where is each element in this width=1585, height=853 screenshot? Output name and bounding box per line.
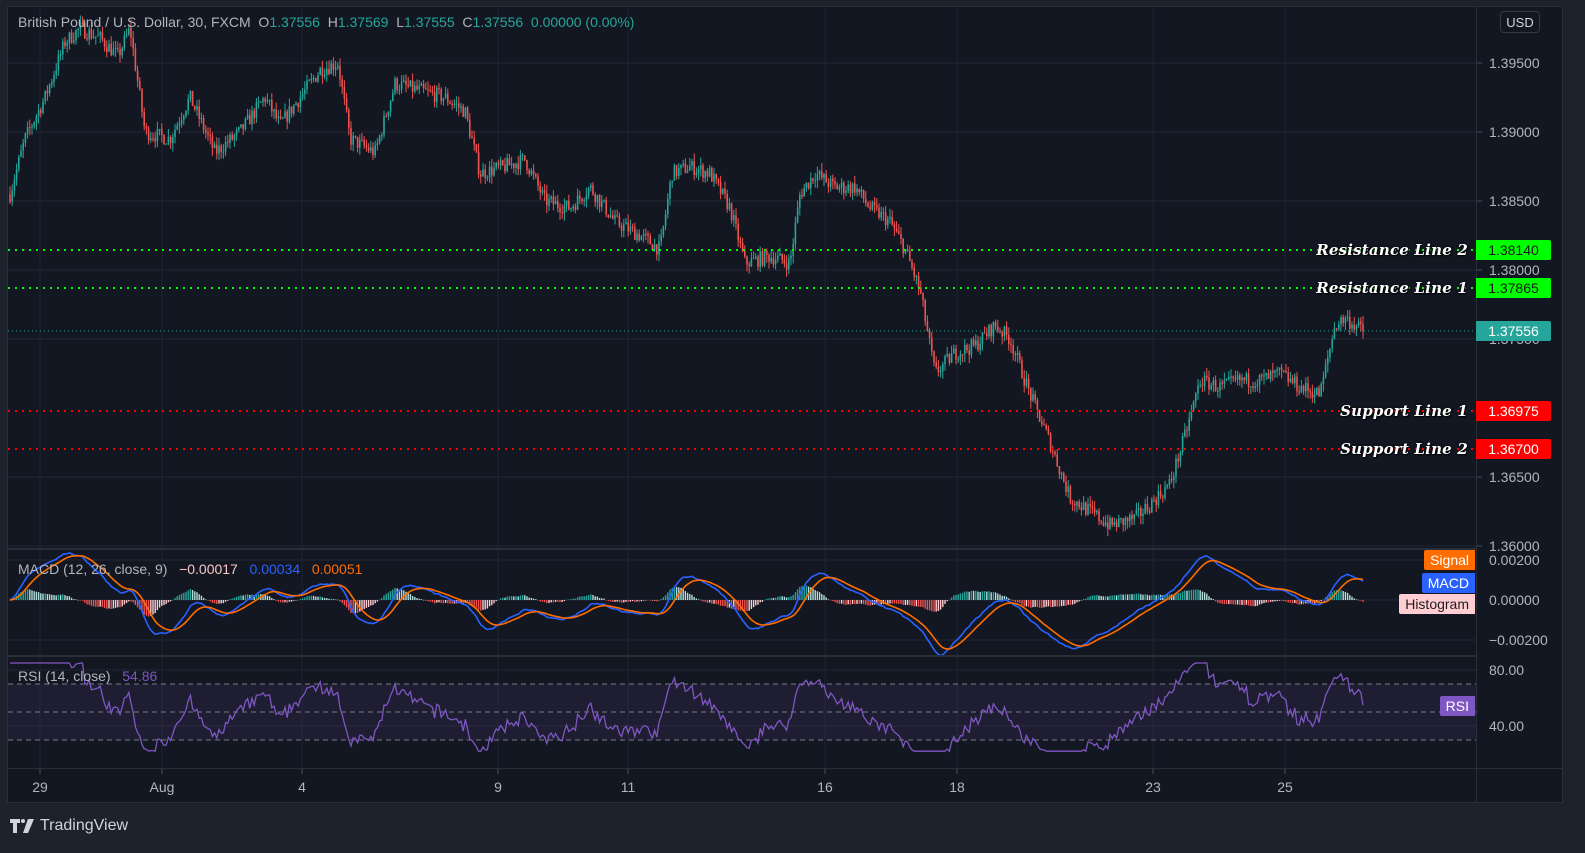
level-price-tag: 1.38140 (1476, 240, 1551, 260)
close-label: C (462, 14, 473, 30)
level-label: Resistance Line 1 (1316, 279, 1468, 297)
price-tick-label: 1.38000 (1489, 262, 1540, 278)
time-tick-label: 11 (620, 779, 636, 795)
macd-tick-label: −0.00200 (1489, 632, 1548, 648)
histogram-tag: Histogram (1399, 594, 1475, 614)
macd-signal-value: 0.00051 (311, 561, 363, 577)
time-tick-label: 16 (817, 779, 833, 795)
time-tick-label: Aug (149, 779, 175, 795)
signal-tag: Signal (1424, 550, 1475, 570)
macd-tick-label: 0.00200 (1489, 552, 1540, 568)
rsi-title: RSI (14, close) (18, 668, 111, 684)
macd-tick-label: 0.00000 (1489, 592, 1540, 608)
time-tick-label: 23 (1145, 779, 1161, 795)
macd-histogram-value: −0.00017 (179, 561, 238, 577)
price-tick-label: 1.36000 (1489, 538, 1540, 554)
time-tick-label: 25 (1277, 779, 1293, 795)
low-label: L (396, 14, 405, 30)
time-tick-label: 18 (949, 779, 965, 795)
time-tick-label: 4 (298, 779, 306, 795)
level-price-tag: 1.36975 (1476, 401, 1551, 421)
close-value: 1.37556 (472, 14, 524, 30)
symbol-title: British Pound / U.S. Dollar, 30, FXCM (18, 14, 251, 30)
level-price-tag: 1.36700 (1476, 439, 1551, 459)
low-value: 1.37555 (404, 14, 455, 30)
high-label: H (327, 14, 338, 30)
price-tick-label: 1.39000 (1489, 124, 1540, 140)
macd-tag: MACD (1421, 573, 1475, 593)
brand-name: TradingView (40, 817, 129, 834)
price-tick-label: 1.36500 (1489, 469, 1540, 485)
open-value: 1.37556 (269, 14, 320, 30)
macd-legend: MACD (12, 26, close, 9) −0.00017 0.00034… (18, 561, 362, 577)
time-tick-label: 9 (494, 779, 502, 795)
tradingview-logo-icon (10, 819, 34, 833)
price-tick-label: 1.39500 (1489, 55, 1540, 71)
open-label: O (258, 14, 270, 30)
rsi-value: 54.86 (122, 668, 158, 684)
level-label: Support Line 1 (1340, 402, 1468, 420)
rsi-tick-label: 80.00 (1489, 662, 1525, 678)
tradingview-brand[interactable]: TradingView (10, 817, 128, 835)
rsi-tick-label: 40.00 (1489, 718, 1525, 734)
level-price-tag: 1.37865 (1476, 278, 1551, 298)
level-label: Support Line 2 (1340, 440, 1468, 458)
high-value: 1.37569 (337, 14, 389, 30)
macd-line-value: 0.00034 (249, 561, 301, 577)
current-price-tag: 1.37556 (1476, 321, 1551, 341)
change-value: 0.00000 (0.00%) (530, 14, 635, 30)
rsi-legend: RSI (14, close) 54.86 (18, 668, 157, 684)
rsi-tag: RSI (1439, 696, 1475, 716)
time-axis-divider (7, 768, 1563, 769)
price-macd-divider[interactable] (7, 548, 1476, 550)
currency-button[interactable]: USD (1500, 11, 1540, 33)
symbol-legend: British Pound / U.S. Dollar, 30, FXCM O1… (18, 14, 634, 30)
level-label: Resistance Line 2 (1316, 241, 1468, 259)
time-tick-label: 29 (32, 779, 48, 795)
price-tick-label: 1.38500 (1489, 193, 1540, 209)
macd-title: MACD (12, 26, close, 9) (18, 561, 168, 577)
macd-rsi-divider[interactable] (7, 655, 1476, 657)
